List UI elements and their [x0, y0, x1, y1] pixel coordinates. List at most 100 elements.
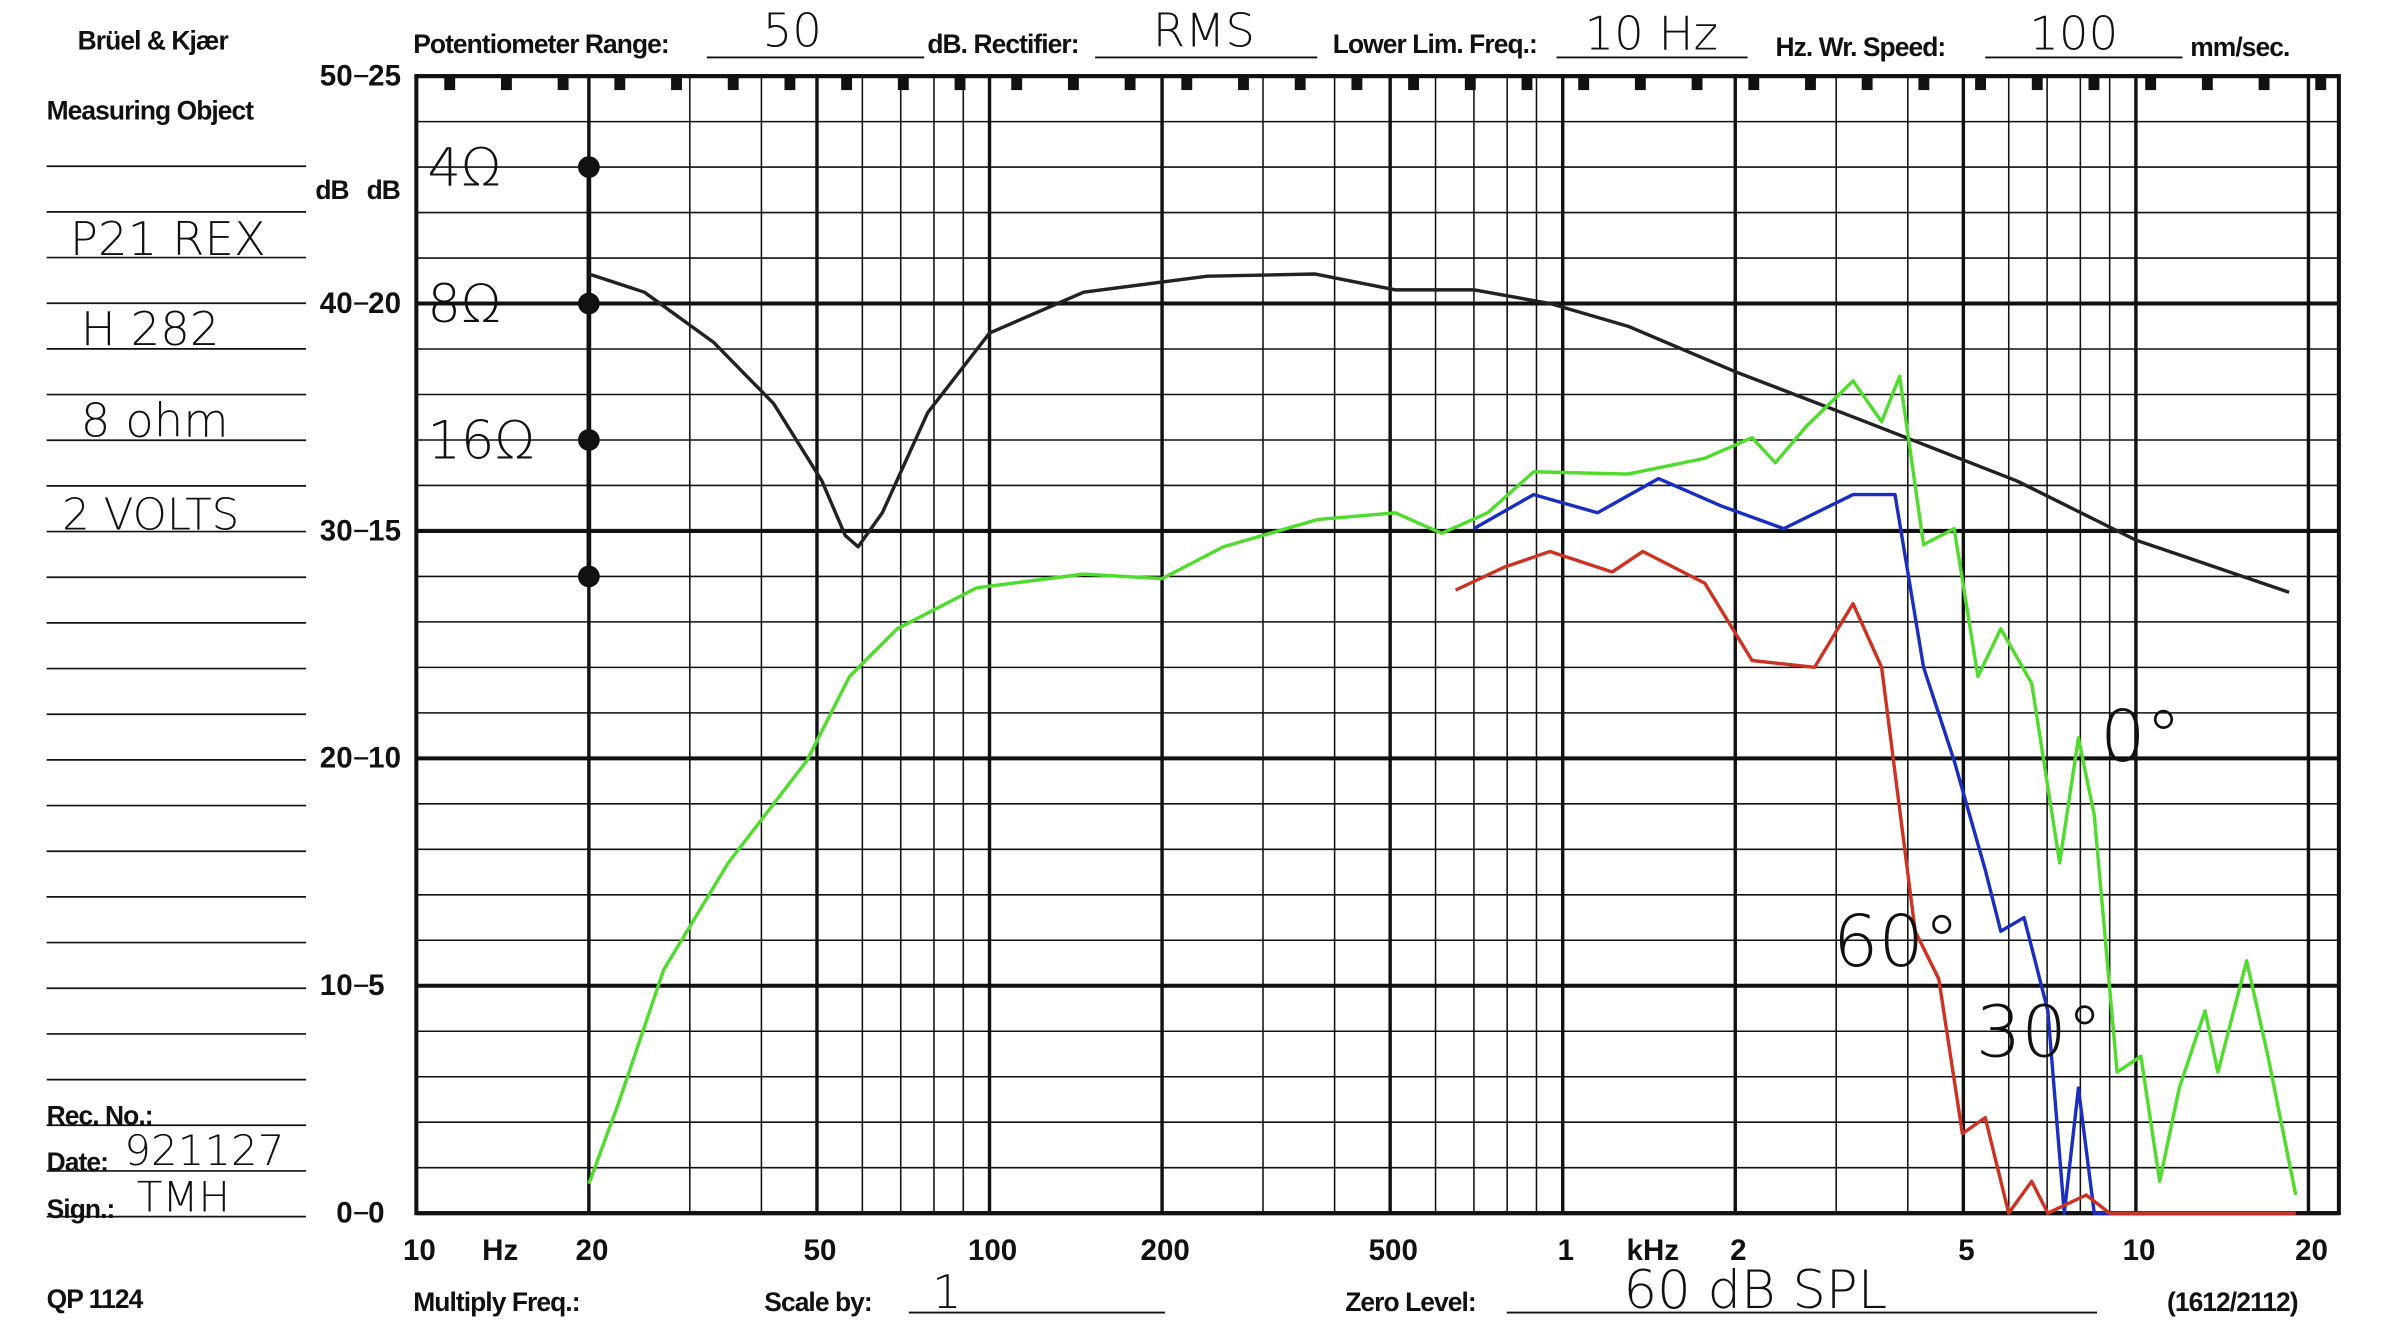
x-tick-label: 1 — [1558, 1234, 1574, 1267]
paper-mark — [557, 76, 569, 91]
form-label: mm/sec. — [2190, 32, 2289, 62]
x-tick-label: 500 — [1369, 1234, 1418, 1267]
paper-mark — [897, 76, 909, 91]
form-value: 50 — [763, 4, 822, 58]
paper-mark — [727, 76, 739, 91]
paper-mark — [1578, 76, 1590, 91]
y-unit: dB — [315, 175, 348, 205]
paper-mark — [444, 76, 456, 91]
x-tick-label: 50 — [804, 1234, 837, 1267]
series-label: 60° — [1833, 900, 1960, 983]
paper-mark — [1521, 76, 1533, 91]
paper-mark — [2088, 76, 2100, 91]
series-label: 30° — [1976, 990, 2103, 1073]
y2-tick-label: 25 — [368, 59, 401, 92]
paper-mark — [2031, 76, 2043, 91]
form-value: RMS — [1153, 4, 1255, 58]
y2-tick-label: 10 — [368, 742, 401, 775]
form-label: Lower Lim. Freq.: — [1333, 29, 1537, 59]
form-value: 60 dB SPL — [1624, 1260, 1888, 1321]
y-tick-label: 10 — [320, 969, 353, 1002]
form-label: QP 1124 — [47, 1284, 144, 1314]
form-label: Hz. Wr. Speed: — [1776, 32, 1946, 62]
paper-mark — [2145, 76, 2157, 91]
paper-mark — [954, 76, 966, 91]
y2-tick-label: 0 — [368, 1196, 384, 1229]
object-line: H 282 — [81, 302, 220, 356]
paper-mark — [1861, 76, 1873, 91]
paper-mark — [1238, 76, 1249, 91]
form-value: 921127 — [124, 1126, 284, 1175]
impedance-label: 8Ω — [427, 274, 501, 335]
x-tick-label: 10 — [403, 1234, 436, 1267]
paper-mark — [841, 76, 853, 91]
impedance-dot — [578, 565, 600, 588]
y-tick-label: 30 — [320, 514, 353, 547]
x-unit: kHz — [1627, 1234, 1679, 1267]
paper-mark — [1408, 76, 1420, 91]
y2-tick-label: 15 — [368, 514, 401, 547]
paper-mark — [1918, 76, 1930, 91]
impedance-dot — [578, 156, 600, 178]
impedance-label: 4Ω — [427, 138, 501, 199]
impedance-dot — [578, 429, 600, 451]
paper-mark — [1011, 76, 1023, 91]
form-value: TMH — [137, 1173, 230, 1222]
paper-mark — [1067, 76, 1079, 91]
form-label: Potentiometer Range: — [413, 29, 669, 59]
paper-mark — [1805, 76, 1816, 91]
form-value: 100 — [2029, 7, 2118, 61]
paper-mark — [2315, 76, 2327, 91]
paper-mark — [784, 76, 796, 91]
paper-mark — [2201, 76, 2213, 91]
brand: Brüel & Kjær — [78, 26, 229, 56]
x-tick-label: 200 — [1141, 1234, 1190, 1267]
paper-mark — [1294, 76, 1306, 91]
paper-mark — [1181, 76, 1193, 91]
paper-mark — [1691, 76, 1703, 91]
paper-mark — [1464, 76, 1476, 91]
y-tick-label: 40 — [320, 287, 353, 320]
form-value: 1 — [932, 1265, 962, 1319]
paper-mark — [614, 76, 626, 91]
form-label: Measuring Object — [47, 96, 255, 126]
object-line: 8 ohm — [81, 393, 229, 447]
x-tick-label: 20 — [576, 1234, 609, 1267]
form-label: dB. Rectifier: — [927, 29, 1078, 59]
impedance-dot — [578, 292, 600, 315]
y-tick-label: 50 — [320, 59, 353, 92]
series-line — [587, 374, 2298, 1196]
paper-mark — [1351, 76, 1363, 91]
form-label: Sign.: — [47, 1194, 115, 1224]
series-line — [588, 272, 2290, 594]
form-label: Zero Level: — [1345, 1287, 1476, 1317]
form-label: Scale by: — [764, 1287, 872, 1317]
form-value: 10 Hz — [1584, 7, 1718, 61]
x-tick-label: 10 — [2123, 1234, 2156, 1267]
form-label: Date: — [47, 1147, 108, 1177]
x-tick-label: 2 — [1730, 1234, 1746, 1267]
impedance-label: 16Ω — [427, 411, 535, 472]
x-unit: Hz — [482, 1234, 518, 1267]
series-line — [1454, 549, 2296, 1215]
paper-mark — [1748, 76, 1760, 91]
paper-mark — [500, 76, 512, 91]
paper-mark — [1634, 76, 1646, 91]
paper-mark — [1975, 76, 1987, 91]
y2-tick-label: 5 — [368, 969, 384, 1002]
paper-mark — [1124, 76, 1136, 91]
x-tick-label: 20 — [2295, 1234, 2328, 1267]
paper-mark — [2258, 76, 2270, 91]
series-line — [1473, 476, 2296, 1215]
object-line: 2 VOLTS — [62, 491, 239, 541]
plot-frame — [414, 74, 2341, 1216]
y-tick-label: 0 — [336, 1196, 352, 1229]
paper-mark — [671, 76, 682, 91]
form-underlines — [706, 56, 2183, 1314]
y-tick-label: 20 — [320, 742, 353, 775]
x-tick-label: 5 — [1958, 1234, 1974, 1267]
form-label: Multiply Freq.: — [413, 1287, 579, 1317]
x-tick-label: 100 — [968, 1234, 1017, 1267]
